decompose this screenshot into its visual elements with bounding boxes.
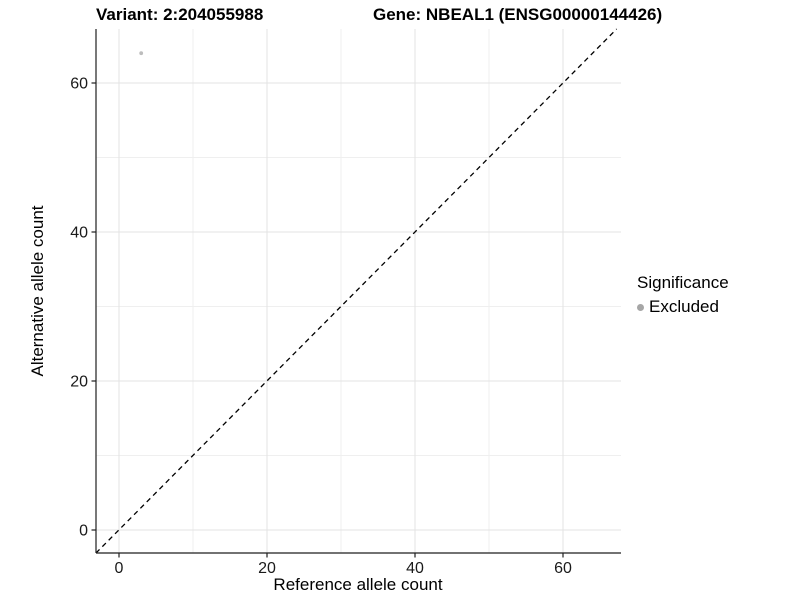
data-point: [139, 51, 144, 56]
gene-title: Gene: NBEAL1 (ENSG00000144426): [373, 5, 663, 24]
y-axis-title: Alternative allele count: [28, 205, 47, 377]
x-axis-title: Reference allele count: [273, 575, 443, 594]
y-tick-label: 60: [70, 76, 88, 93]
legend: Significance Excluded: [637, 273, 729, 317]
y-tick-label: 0: [79, 523, 88, 540]
legend-item-excluded: Excluded: [637, 297, 729, 317]
x-tick-label: 40: [406, 560, 424, 577]
legend-title: Significance: [637, 273, 729, 292]
y-tick-label: 20: [70, 374, 88, 391]
x-tick-label: 0: [115, 560, 124, 577]
x-tick-label: 20: [258, 560, 276, 577]
x-tick-label: 60: [554, 560, 572, 577]
excluded-point-icon: [637, 303, 644, 311]
variant-title: Variant: 2:204055988: [96, 5, 264, 24]
legend-item-label: Excluded: [649, 297, 719, 316]
y-tick-label: 40: [70, 225, 88, 242]
identity-dashed-line: [95, 28, 618, 554]
